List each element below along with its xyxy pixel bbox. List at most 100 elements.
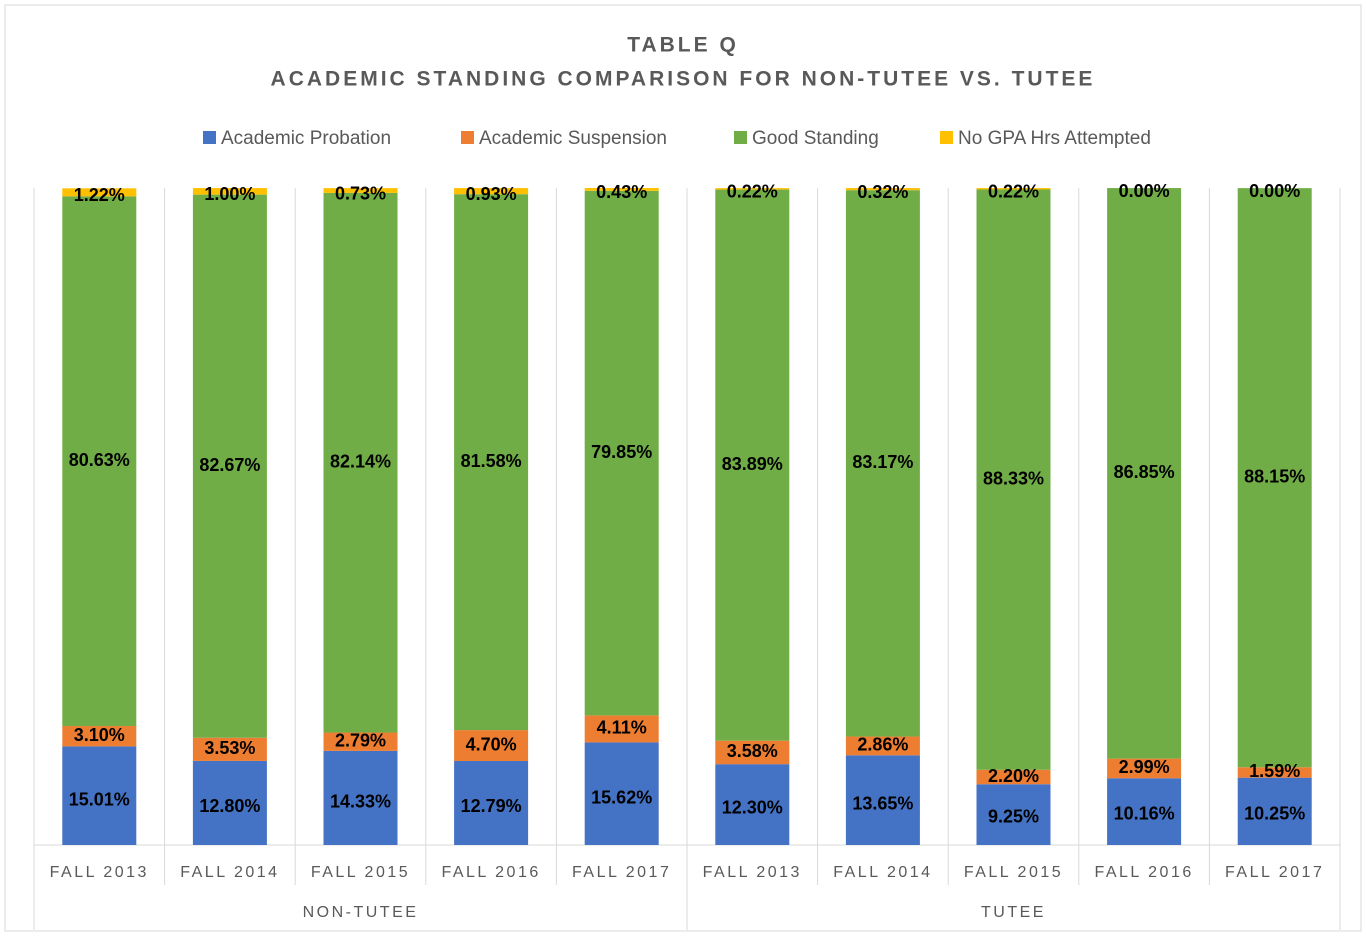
bar-segment <box>192 194 267 738</box>
data-label: 4.70% <box>466 734 517 754</box>
data-label: 0.22% <box>727 182 778 202</box>
legend-swatch <box>461 131 474 144</box>
data-label: 83.89% <box>722 454 783 474</box>
x-tick-label: FALL 2017 <box>572 864 671 881</box>
bar-segment <box>976 784 1051 845</box>
data-label: 12.79% <box>461 796 522 816</box>
x-tick-label: FALL 2013 <box>703 864 802 881</box>
data-label: 14.33% <box>330 791 391 811</box>
legend-label: No GPA Hrs Attempted <box>958 128 1151 149</box>
data-label: 0.22% <box>988 182 1039 202</box>
data-label: 0.43% <box>596 182 647 202</box>
data-label: 0.00% <box>1249 181 1300 201</box>
data-label: 80.63% <box>69 450 130 470</box>
bar-segment <box>1107 778 1182 845</box>
bar-segment <box>1107 758 1182 779</box>
data-label: 15.01% <box>69 789 130 809</box>
legend-swatch <box>203 131 216 144</box>
bar-segment <box>192 760 267 845</box>
x-tick-label: FALL 2017 <box>1225 864 1324 881</box>
data-label: 0.00% <box>1119 181 1170 201</box>
data-label: 79.85% <box>591 442 652 462</box>
bar-segment <box>1237 188 1312 768</box>
bar-segment <box>584 188 659 191</box>
bar-segment <box>323 192 398 733</box>
data-label: 0.93% <box>466 184 517 204</box>
data-label: 2.20% <box>988 766 1039 786</box>
data-label: 88.33% <box>983 468 1044 488</box>
bar-segment <box>62 188 137 197</box>
bar-segment <box>323 750 398 845</box>
bar-segment <box>454 730 529 761</box>
data-label: 0.73% <box>335 183 386 203</box>
data-label: 12.80% <box>199 796 260 816</box>
bar-segment <box>323 732 398 751</box>
x-tick-label: FALL 2015 <box>311 864 410 881</box>
data-label: 2.99% <box>1119 757 1170 777</box>
data-label: 88.15% <box>1244 466 1305 486</box>
data-label: 1.59% <box>1249 761 1300 781</box>
group-label: NON-TUTEE <box>303 904 419 921</box>
chart-subtitle: ACADEMIC STANDING COMPARISON FOR NON-TUT… <box>271 68 1096 91</box>
bar-segment <box>62 196 137 727</box>
data-label: 2.79% <box>335 730 386 750</box>
bar-segment <box>976 188 1051 190</box>
data-label: 0.32% <box>857 182 908 202</box>
x-tick-label: FALL 2013 <box>50 864 149 881</box>
bar-segment <box>976 189 1051 770</box>
bar-segment <box>454 760 529 845</box>
bar-segment <box>1107 188 1182 759</box>
bar-segment <box>192 188 267 195</box>
x-tick-label: FALL 2015 <box>964 864 1063 881</box>
legend-label: Academic Probation <box>221 128 391 149</box>
bar-segment <box>715 740 790 765</box>
chart-title: TABLE Q <box>627 34 739 57</box>
x-tick-label: FALL 2016 <box>1094 864 1193 881</box>
data-label: 15.62% <box>591 788 652 808</box>
data-label: 86.85% <box>1114 462 1175 482</box>
x-tick-label: FALL 2016 <box>441 864 540 881</box>
bar-segment <box>845 755 920 845</box>
bar-segment <box>1237 777 1312 845</box>
bar-segment <box>192 737 267 761</box>
bar-segment <box>62 726 137 747</box>
data-label: 83.17% <box>852 452 913 472</box>
data-label: 82.67% <box>199 455 260 475</box>
bar-segment <box>454 194 529 731</box>
data-label: 9.25% <box>988 806 1039 826</box>
bar-segment <box>715 188 790 190</box>
data-label: 3.10% <box>74 725 125 745</box>
bar-segment <box>584 190 659 716</box>
bar-segment <box>584 742 659 845</box>
data-label: 1.00% <box>204 184 255 204</box>
x-tick-label: FALL 2014 <box>180 864 279 881</box>
legend-label: Academic Suspension <box>479 128 667 149</box>
data-label: 4.11% <box>597 718 647 738</box>
data-label: 10.16% <box>1114 804 1175 824</box>
data-label: 81.58% <box>461 451 522 471</box>
data-label: 2.86% <box>857 735 908 755</box>
legend-swatch <box>734 131 747 144</box>
x-tick-label: FALL 2014 <box>833 864 932 881</box>
data-label: 3.53% <box>204 738 255 758</box>
group-label: TUTEE <box>981 904 1046 921</box>
legend-swatch <box>940 131 953 144</box>
bar-segment <box>715 764 790 845</box>
bar-segment <box>62 746 137 845</box>
bar-segment <box>323 188 398 193</box>
bar-segment <box>454 188 529 195</box>
bar-segment <box>845 190 920 737</box>
bar-segment <box>845 736 920 756</box>
bar-segment <box>584 715 659 743</box>
data-label: 10.25% <box>1244 803 1305 823</box>
data-label: 13.65% <box>852 793 913 813</box>
bar-segment <box>976 769 1051 785</box>
data-label: 3.58% <box>727 741 778 761</box>
bar-segment <box>845 188 920 191</box>
bar-segment <box>715 189 790 741</box>
data-label: 82.14% <box>330 451 391 471</box>
bar-segment <box>1237 767 1312 778</box>
data-label: 12.30% <box>722 797 783 817</box>
data-label: 1.22% <box>74 185 125 205</box>
